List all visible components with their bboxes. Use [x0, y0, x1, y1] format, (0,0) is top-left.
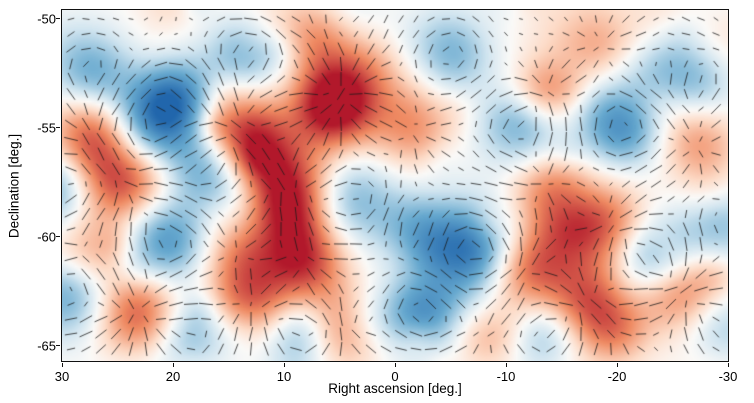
x-tick-label: -20	[607, 369, 627, 384]
x-tick-label: 20	[165, 369, 181, 384]
y-tick-mark	[56, 236, 60, 238]
cmb-map-canvas	[61, 9, 729, 362]
x-tick-mark	[61, 363, 63, 367]
x-tick-label: -10	[496, 369, 516, 384]
x-axis-label: Right ascension [deg.]	[328, 381, 462, 396]
y-tick-label: -50	[37, 11, 56, 27]
x-tick-label: 0	[391, 369, 399, 384]
y-tick-mark	[56, 345, 60, 347]
x-tick-mark	[283, 363, 285, 367]
x-tick-label: -30	[718, 369, 738, 384]
y-tick-label: -60	[37, 229, 56, 245]
x-tick-mark	[172, 363, 174, 367]
y-tick-mark	[56, 127, 60, 129]
y-axis-label: Declination [deg.]	[6, 133, 22, 239]
x-tick-mark	[394, 363, 396, 367]
y-tick-label: -65	[37, 338, 56, 354]
x-tick-mark	[616, 363, 618, 367]
y-tick-label: -55	[37, 120, 56, 136]
x-tick-label: 10	[276, 369, 292, 384]
x-tick-mark	[727, 363, 729, 367]
x-tick-label: 30	[54, 369, 70, 384]
y-tick-mark	[56, 18, 60, 20]
x-tick-mark	[505, 363, 507, 367]
